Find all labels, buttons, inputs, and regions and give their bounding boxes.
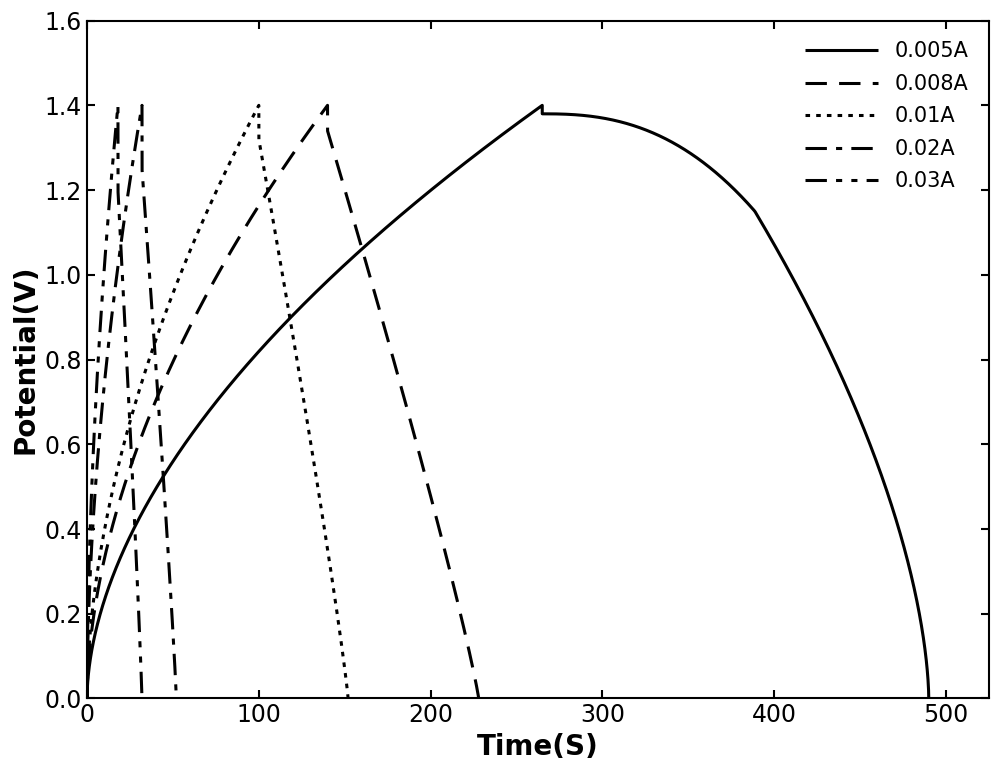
Y-axis label: Potential(V): Potential(V) [11, 265, 39, 454]
Legend: 0.005A, 0.008A, 0.01A, 0.02A, 0.03A: 0.005A, 0.008A, 0.01A, 0.02A, 0.03A [794, 31, 978, 201]
X-axis label: Time(S): Time(S) [477, 733, 599, 761]
